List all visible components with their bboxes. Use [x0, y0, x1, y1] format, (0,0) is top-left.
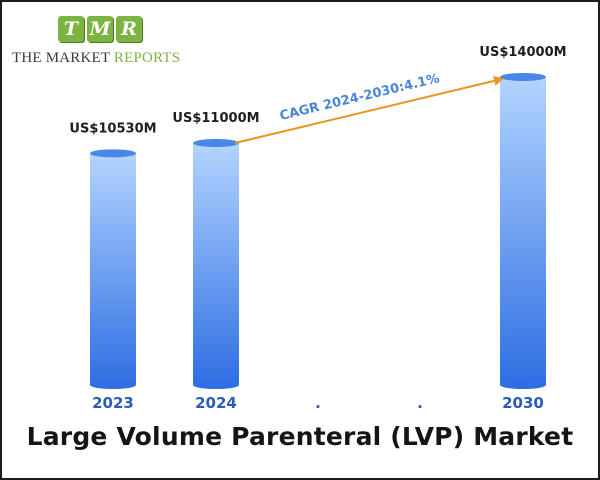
logo-letter-r: R [116, 16, 142, 42]
tick-label-0: 2023 [92, 394, 134, 412]
logo-wordmark: THE MARKET REPORTS [12, 50, 180, 67]
chart-title: Large Volume Parenteral (LVP) Market [26, 422, 574, 451]
bar-base-2024 [193, 381, 239, 389]
tick-label-3: . [417, 394, 423, 412]
logo-wordmark-part1: THE MARKET [12, 50, 114, 66]
brand-logo: T M R THE MARKET REPORTS [12, 16, 192, 72]
bar-2023 [90, 153, 136, 385]
value-label-2024: US$11000M [172, 111, 259, 126]
logo-letters: T M R [58, 16, 142, 42]
bar-cap-2024 [193, 139, 239, 147]
value-label-2030: US$14000M [479, 45, 566, 60]
bar-base-2030 [500, 381, 546, 389]
value-label-2023: US$10530M [69, 121, 156, 136]
tick-label-1: 2024 [195, 394, 237, 412]
logo-letter-t: T [58, 16, 84, 42]
cagr-label: CAGR 2024-2030:4.1% [278, 71, 441, 124]
tick-label-4: 2030 [502, 394, 544, 412]
logo-letter-m: M [87, 16, 113, 42]
bar-cap-2023 [90, 149, 136, 158]
bar-2024 [193, 143, 239, 385]
bar-base-2023 [90, 381, 136, 389]
logo-wordmark-part2: REPORTS [113, 50, 181, 66]
cagr-arrow [234, 76, 504, 144]
bar-cap-2030 [500, 73, 546, 81]
bar-2030 [500, 77, 546, 385]
tick-label-2: . [315, 394, 321, 412]
